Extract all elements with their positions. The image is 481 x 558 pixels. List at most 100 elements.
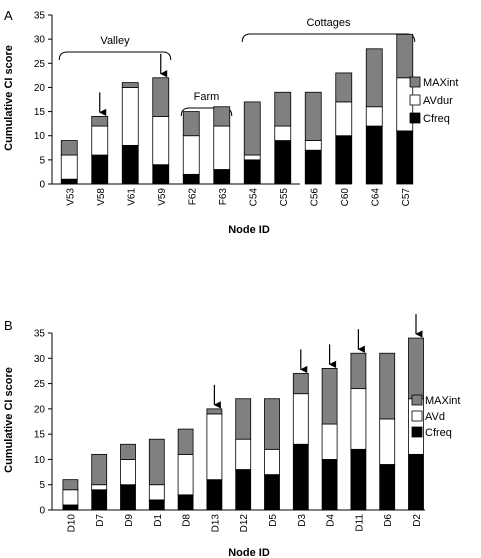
bar-segment-avdur (213, 125, 231, 170)
axes-b (51, 333, 425, 511)
bar-segment-maxint (350, 352, 367, 390)
legend-swatch (409, 112, 421, 124)
bar-stack-d3 (292, 373, 309, 511)
x-axis-label-a: Node ID (228, 224, 270, 236)
x-tick-label: C54 (248, 188, 259, 207)
x-tick-label: C55 (279, 188, 290, 207)
y-tick-label: 10 (34, 455, 46, 466)
y-axis-label-b: Cumulative CI score (3, 367, 15, 473)
bar-segment-maxint (304, 91, 322, 141)
bar-stacks-a (60, 33, 414, 185)
y-tick-label: 10 (34, 131, 46, 142)
bar-segment-avd (120, 459, 136, 486)
x-tick-label: D3 (297, 514, 308, 527)
bar-segment-avdur (365, 106, 383, 127)
y-tick-label: 35 (34, 11, 46, 22)
bar-stack-d1 (148, 438, 165, 511)
x-tick-label: D9 (124, 514, 135, 527)
bar-segment-avd (148, 484, 165, 501)
bar-segment-maxint (264, 398, 280, 450)
bar-stack-d5 (264, 398, 280, 511)
panel-label-b: B (4, 318, 13, 333)
bar-segment-maxint (177, 428, 194, 455)
bar-segment-avd (408, 398, 424, 455)
bar-segment-avdur (335, 101, 353, 137)
arrow-markers-b (213, 314, 423, 409)
bar-segment-cfreq (379, 464, 396, 511)
bar-segment-cfreq (350, 448, 367, 511)
bar-segment-avdur (182, 135, 200, 175)
legend-label: MAXint (425, 395, 460, 407)
group-label: Valley (100, 35, 130, 47)
bar-segment-avdur (274, 125, 292, 141)
y-tick-label: 5 (39, 480, 45, 491)
group-brackets: Valley Farm Cottages (58, 17, 416, 117)
x-tick-label: C64 (370, 188, 381, 207)
bar-stack-c55 (274, 91, 292, 185)
bar-segment-maxint (213, 106, 231, 127)
x-tick-label: D5 (268, 514, 279, 527)
y-tick-label: 0 (39, 506, 45, 517)
bar-segment-cfreq (120, 484, 136, 511)
bar-segment-avdur (121, 87, 139, 146)
legend-swatch (409, 94, 421, 106)
bar-segment-avdur (60, 154, 78, 180)
bar-segment-maxint (91, 116, 109, 127)
bar-segment-maxint (120, 443, 136, 460)
bar-segment-maxint (335, 72, 353, 103)
y-tick-label: 15 (34, 107, 46, 118)
bar-segment-avd (62, 489, 79, 506)
legend-swatch (409, 76, 421, 88)
bar-segment-cfreq (408, 453, 424, 511)
x-tick-label: C57 (401, 188, 412, 207)
bar-segment-cfreq (182, 173, 200, 185)
group-bracket (58, 51, 172, 61)
bar-segment-maxint (292, 373, 309, 395)
y-axis-label-a: Cumulative CI score (3, 45, 15, 151)
x-tick-label: D1 (153, 514, 164, 527)
group-bracket (180, 107, 233, 117)
bar-segment-avd (350, 388, 367, 450)
bar-segment-maxint (148, 438, 165, 486)
bar-stack-d9 (120, 443, 136, 511)
bar-segment-avd (235, 438, 252, 470)
bar-stack-d12 (235, 398, 252, 511)
x-tick-label: D11 (354, 514, 365, 532)
bar-segment-maxint (206, 408, 223, 415)
bar-segment-maxint (235, 398, 252, 440)
x-axis-ticks-a: V53 V58 V61 V59 F62 F63 C54 C55 C56 C60 C64 C57 (65, 188, 412, 207)
bar-stack-d7 (91, 453, 108, 511)
legend-swatch (411, 394, 423, 406)
panel-label-a: A (4, 8, 13, 23)
group-label: Farm (194, 91, 220, 103)
panel-b: B Cumulative CI score Node ID 0 5 10 15 20 25… (3, 314, 460, 558)
x-tick-label: V61 (126, 188, 137, 206)
panel-a: A Cumulative CI score Node ID Valley Farm… (3, 8, 458, 236)
bar-segment-cfreq (60, 178, 78, 185)
y-tick-label: 20 (34, 83, 46, 94)
legend-label: Cfreq (425, 427, 452, 439)
bar-stack-d6 (379, 352, 396, 511)
bar-segment-cfreq (235, 469, 252, 511)
legend-label: MAXint (423, 77, 458, 89)
bar-stack-d2 (408, 337, 424, 511)
y-tick-label: 25 (34, 379, 46, 390)
bar-segment-cfreq (321, 459, 338, 511)
bar-stack-d4 (321, 367, 338, 511)
bar-segment-cfreq (243, 159, 261, 185)
bar-segment-cfreq (365, 125, 383, 185)
x-tick-label: D13 (210, 514, 221, 533)
y-tick-label: 5 (39, 155, 45, 166)
x-tick-label: D7 (95, 514, 106, 527)
bar-stack-c60 (335, 72, 353, 185)
bar-segment-maxint (152, 77, 170, 117)
group-label: Cottages (306, 17, 351, 29)
bar-stack-c56 (304, 91, 322, 185)
bar-segment-maxint (91, 453, 108, 486)
bar-segment-avdur (152, 116, 170, 166)
x-tick-label: F63 (218, 188, 229, 206)
bar-segment-avd (264, 448, 280, 476)
x-tick-label: V58 (96, 188, 107, 206)
legend-swatch (411, 426, 423, 438)
x-tick-label: D6 (383, 514, 394, 527)
